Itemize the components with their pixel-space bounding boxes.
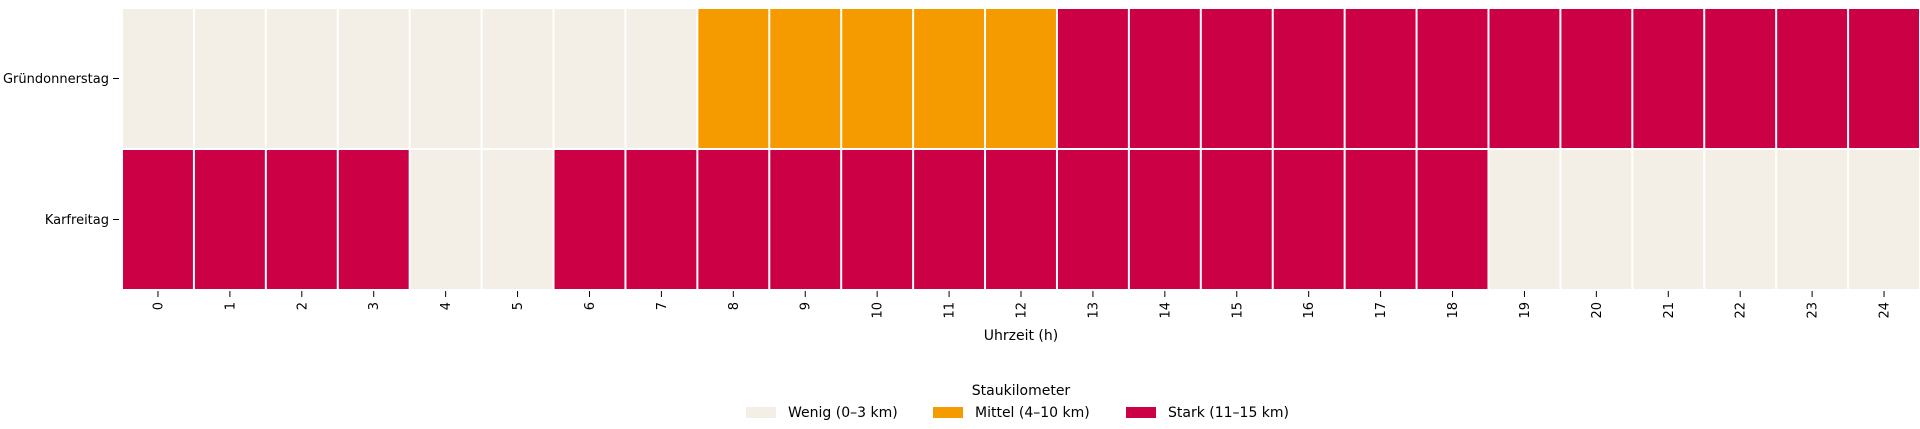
x-tick-label: 15 [1230, 302, 1245, 319]
legend-swatch [1126, 407, 1156, 418]
heatmap-cell-r0-c6 [554, 9, 625, 148]
x-tick-label: 13 [1086, 302, 1101, 319]
x-tick-label: 4 [439, 302, 454, 310]
x-tick-label: 22 [1734, 302, 1749, 319]
heatmap-cell-r0-c13 [1057, 9, 1128, 148]
x-tick-label: 11 [943, 302, 958, 319]
heatmap-cell-r1-c1 [194, 150, 265, 289]
heatmap-cell-r0-c24 [1849, 9, 1919, 148]
x-tick-label: 14 [1158, 302, 1173, 319]
heatmap-cell-r0-c23 [1777, 9, 1848, 148]
heatmap-cell-r1-c16 [1273, 150, 1344, 289]
heatmap-cell-r1-c18 [1417, 150, 1488, 289]
heatmap-cell-r0-c11 [914, 9, 985, 148]
heatmap-cell-r0-c20 [1561, 9, 1632, 148]
heatmap-cell-r0-c14 [1129, 9, 1200, 148]
heatmap-cell-r0-c4 [410, 9, 481, 148]
heatmap-cell-r0-c0 [123, 9, 193, 148]
x-tick-label: 12 [1015, 302, 1030, 319]
x-tick-label: 23 [1806, 302, 1821, 319]
legend-swatch [746, 407, 776, 418]
x-tick-label: 24 [1878, 302, 1893, 319]
heatmap-cell-r0-c21 [1633, 9, 1704, 148]
x-tick-label: 18 [1446, 302, 1461, 319]
legend-swatch [933, 407, 963, 418]
x-tick-label: 3 [367, 302, 382, 310]
y-tick-label: Gründonnerstag [3, 72, 109, 87]
heatmap-cell-r1-c15 [1201, 150, 1272, 289]
x-axis-title: Uhrzeit (h) [984, 328, 1058, 344]
heatmap-cell-r1-c17 [1345, 150, 1416, 289]
heatmap-cell-r0-c12 [986, 9, 1056, 148]
heatmap-cell-r1-c5 [482, 150, 553, 289]
heatmap-cell-r1-c14 [1129, 150, 1200, 289]
heatmap-cell-r0-c7 [626, 9, 697, 148]
x-tick-label: 6 [583, 302, 598, 310]
x-tick-label: 10 [871, 302, 886, 319]
heatmap-cell-r0-c5 [482, 9, 553, 148]
x-tick-label: 5 [511, 302, 526, 310]
x-tick-label: 8 [727, 302, 742, 310]
heatmap-cell-r0-c1 [194, 9, 265, 148]
heatmap-cell-r1-c8 [698, 150, 769, 289]
x-tick-label: 7 [655, 302, 670, 310]
heatmap-cell-r1-c24 [1849, 150, 1919, 289]
heatmap-cell-r0-c18 [1417, 9, 1488, 148]
heatmap-cell-r0-c16 [1273, 9, 1344, 148]
heatmap-cell-r0-c10 [842, 9, 913, 148]
heatmap-cell-r0-c8 [698, 9, 769, 148]
heatmap-cell-r0-c22 [1705, 9, 1776, 148]
legend-title: Staukilometer [972, 383, 1071, 399]
legend-label: Mittel (4–10 km) [975, 405, 1090, 421]
x-tick-label: 20 [1590, 302, 1605, 319]
heatmap-cell-r1-c0 [123, 150, 193, 289]
legend-label: Wenig (0–3 km) [788, 405, 898, 421]
heatmap-cell-r1-c23 [1777, 150, 1848, 289]
heatmap-cell-r1-c13 [1057, 150, 1128, 289]
x-tick-label: 19 [1518, 302, 1533, 319]
x-tick-label: 0 [151, 302, 166, 310]
heatmap-cell-r0-c15 [1201, 9, 1272, 148]
heatmap-cell-r1-c11 [914, 150, 985, 289]
heatmap-cell-r1-c10 [842, 150, 913, 289]
heatmap-cell-r1-c9 [770, 150, 841, 289]
x-tick-label: 17 [1374, 302, 1389, 319]
legend: Staukilometer Wenig (0–3 km) Mittel (4–10… [746, 383, 1289, 421]
heatmap-cell-r0-c9 [770, 9, 841, 148]
legend-label: Stark (11–15 km) [1168, 405, 1289, 421]
y-tick-label: Karfreitag [45, 213, 109, 228]
heatmap-cell-r1-c2 [266, 150, 337, 289]
x-tick-label: 1 [223, 302, 238, 310]
heatmap-cell-r1-c12 [986, 150, 1056, 289]
heatmap-cell-r1-c20 [1561, 150, 1632, 289]
heatmap-cells [123, 9, 1919, 289]
heatmap-cell-r1-c4 [410, 150, 481, 289]
x-tick-label: 9 [799, 302, 814, 310]
y-axis: Gründonnerstag Karfreitag [3, 72, 119, 228]
heatmap-cell-r0-c19 [1489, 9, 1560, 148]
heatmap-cell-r1-c6 [554, 150, 625, 289]
heatmap-cell-r0-c2 [266, 9, 337, 148]
heatmap-cell-r1-c22 [1705, 150, 1776, 289]
heatmap-cell-r0-c3 [338, 9, 409, 148]
x-tick-label: 2 [295, 302, 310, 310]
heatmap-cell-r1-c21 [1633, 150, 1704, 289]
heatmap-cell-r0-c17 [1345, 9, 1416, 148]
legend-items: Wenig (0–3 km) Mittel (4–10 km) Stark (11–… [746, 405, 1289, 421]
heatmap-cell-r1-c7 [626, 150, 697, 289]
heatmap-cell-r1-c3 [338, 150, 409, 289]
x-axis: 0 1 2 3 4 5 6 7 8 9 10 11 12 13 14 15 16 17 18 19 20 21 22 23 24 [151, 291, 1893, 319]
x-tick-label: 21 [1662, 302, 1677, 319]
x-tick-label: 16 [1302, 302, 1317, 319]
heatmap-cell-r1-c19 [1489, 150, 1560, 289]
